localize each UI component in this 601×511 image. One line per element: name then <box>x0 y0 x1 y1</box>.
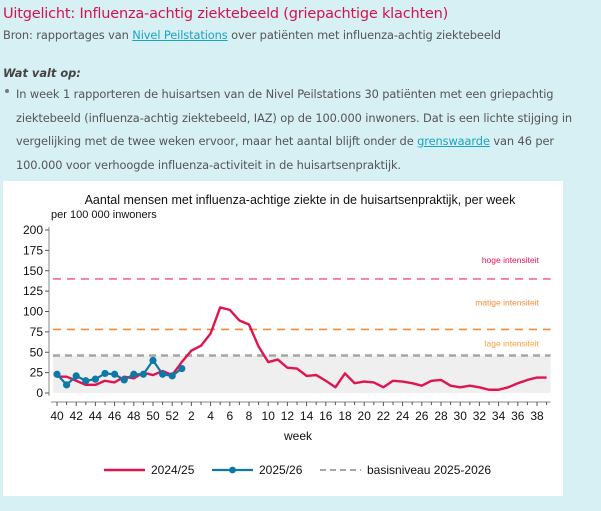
y-tick-label: 25 <box>30 366 44 380</box>
y-tick-label: 125 <box>23 284 43 298</box>
x-tick-label: 40 <box>50 409 64 423</box>
legend-label-2024-25: 2024/25 <box>151 463 195 477</box>
x-tick-label: 30 <box>454 409 468 423</box>
band-label: lage intensiteit <box>485 338 540 348</box>
grenswaarde-link[interactable]: grenswaarde <box>417 134 490 148</box>
data-point <box>53 370 61 378</box>
series-line-2024-25 <box>57 306 547 391</box>
y-axis-label: per 100 000 inwoners <box>51 209 157 221</box>
data-point <box>130 370 138 378</box>
data-point <box>120 376 128 384</box>
data-point <box>82 377 90 385</box>
x-tick-label: 12 <box>281 409 295 423</box>
x-tick-label: 20 <box>358 409 372 423</box>
x-tick-label: 16 <box>319 409 333 423</box>
x-axis-label: week <box>283 429 313 443</box>
y-tick-label: 75 <box>30 325 44 339</box>
x-tick-label: 26 <box>415 409 429 423</box>
x-tick-label: 4 <box>207 409 214 423</box>
x-tick-label: 34 <box>492 409 506 423</box>
x-tick-label: 8 <box>246 409 253 423</box>
x-tick-label: 44 <box>89 409 103 423</box>
x-tick-label: 6 <box>226 409 233 423</box>
x-tick-label: 14 <box>300 409 314 423</box>
y-tick-label: 100 <box>23 305 43 319</box>
chart-title: Aantal mensen met influenza-achtige ziek… <box>85 193 517 207</box>
y-tick-label: 200 <box>23 223 43 237</box>
x-tick-label: 28 <box>434 409 448 423</box>
data-point <box>63 381 71 389</box>
x-tick-label: 48 <box>127 409 141 423</box>
x-tick-label: 52 <box>166 409 180 423</box>
data-point <box>91 375 99 383</box>
section-title: Uitgelicht: Influenza-achtig ziektebeeld… <box>3 6 449 22</box>
x-tick-label: 22 <box>377 409 391 423</box>
highlight-text-2: van 46 per 100.000 voor verhoogde influe… <box>16 134 554 172</box>
influenza-chart: Aantal mensen met influenza-achtige ziek… <box>23 193 551 477</box>
x-tick-label: 18 <box>338 409 352 423</box>
highlights-list: In week 1 rapporteren de huisartsen van … <box>3 83 588 177</box>
x-tick-label: 24 <box>396 409 410 423</box>
highlight-text-1: In week 1 rapporteren de huisartsen van … <box>16 87 573 148</box>
data-point <box>159 370 167 378</box>
x-tick-label: 2 <box>188 409 195 423</box>
nivel-peilstations-link[interactable]: Nivel Peilstations <box>132 28 228 42</box>
source-line: Bron: rapportages van Nivel Peilstations… <box>3 28 501 42</box>
band-label: hoge intensiteit <box>482 255 540 265</box>
x-tick-label: 10 <box>262 409 276 423</box>
chart-container: Aantal mensen met influenza-achtige ziek… <box>3 181 563 496</box>
legend-label-basisniveau: basisniveau 2025-2026 <box>367 463 491 477</box>
data-point <box>72 372 80 380</box>
data-point <box>139 370 147 378</box>
x-tick-label: 42 <box>70 409 84 423</box>
x-tick-label: 38 <box>530 409 544 423</box>
highlight-item: In week 1 rapporteren de huisartsen van … <box>16 83 588 177</box>
data-point <box>111 370 119 378</box>
y-tick-label: 150 <box>23 264 43 278</box>
y-tick-label: 175 <box>23 243 43 257</box>
highlights-heading: Wat valt op: <box>3 66 81 80</box>
bullet-dot <box>5 89 9 93</box>
data-point <box>168 372 176 380</box>
data-point <box>178 364 186 373</box>
legend-marker-2025-26 <box>229 466 236 474</box>
x-tick-label: 32 <box>473 409 487 423</box>
x-tick-label: 36 <box>511 409 525 423</box>
y-tick-label: 50 <box>30 345 44 359</box>
y-tick-label: 0 <box>36 386 43 400</box>
source-prefix: Bron: rapportages van <box>3 28 133 42</box>
x-tick-label: 46 <box>108 409 122 423</box>
band-label: matige intensiteit <box>475 298 539 308</box>
legend-label-2025-26: 2025/26 <box>259 463 303 477</box>
data-point <box>101 369 109 378</box>
source-suffix: over patiënten met influenza-achtig ziek… <box>227 28 501 42</box>
data-point <box>149 356 157 364</box>
x-tick-label: 50 <box>146 409 160 423</box>
